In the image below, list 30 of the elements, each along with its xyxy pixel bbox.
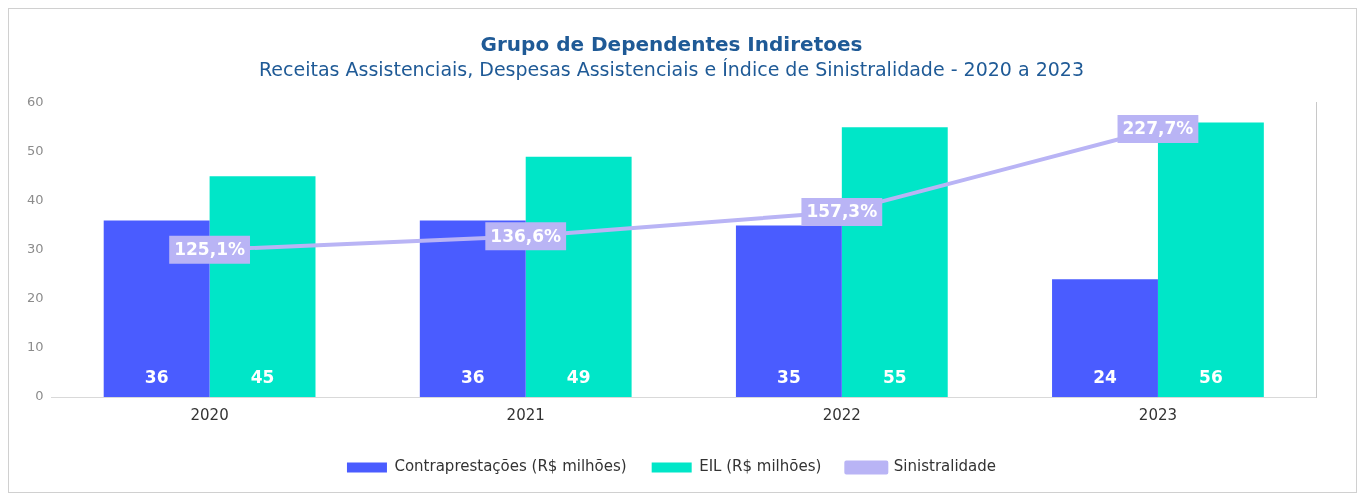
legend-label: Sinistralidade: [893, 457, 997, 476]
y-tick-label: 50: [27, 143, 44, 159]
bar: [735, 225, 842, 397]
x-tick-label: 2020: [190, 405, 229, 424]
y-tick-label: 30: [27, 241, 44, 257]
x-tick-label: 2023: [1138, 405, 1178, 424]
legend-label: EIL (R$ milhões): [699, 457, 822, 476]
data-label: 56: [1199, 367, 1223, 388]
y-tick-label: 0: [35, 388, 44, 404]
x-tick-label: 2022: [822, 405, 861, 424]
y-tick-label: 10: [27, 339, 44, 355]
data-label: 136,6%: [490, 225, 562, 246]
bar: [1052, 279, 1158, 397]
data-label: 125,1%: [174, 239, 246, 260]
data-label: 45: [250, 367, 275, 388]
y-tick-label: 20: [27, 290, 44, 306]
data-label: 36: [144, 367, 169, 388]
x-tick-label: 2021: [506, 405, 545, 424]
data-label: 55: [882, 367, 907, 388]
y-tick-label: 40: [27, 192, 44, 208]
chart-subtitle: Receitas Assistenciais, Despesas Assistenciais e Índice de Sinistralidade - 2020 a 2023: [259, 58, 1084, 81]
y-tick-label: 60: [27, 94, 44, 110]
legend-label: Contraprestações (R$ milhões): [394, 457, 627, 476]
data-label: 49: [566, 367, 591, 388]
data-label: 36: [460, 367, 485, 388]
data-label: 157,3%: [806, 201, 878, 222]
data-label: 35: [777, 367, 801, 388]
chart-title: Grupo de Dependentes Indiretoes: [480, 32, 863, 57]
data-label: 227,7%: [1122, 118, 1194, 139]
data-label: 24: [1093, 367, 1117, 388]
